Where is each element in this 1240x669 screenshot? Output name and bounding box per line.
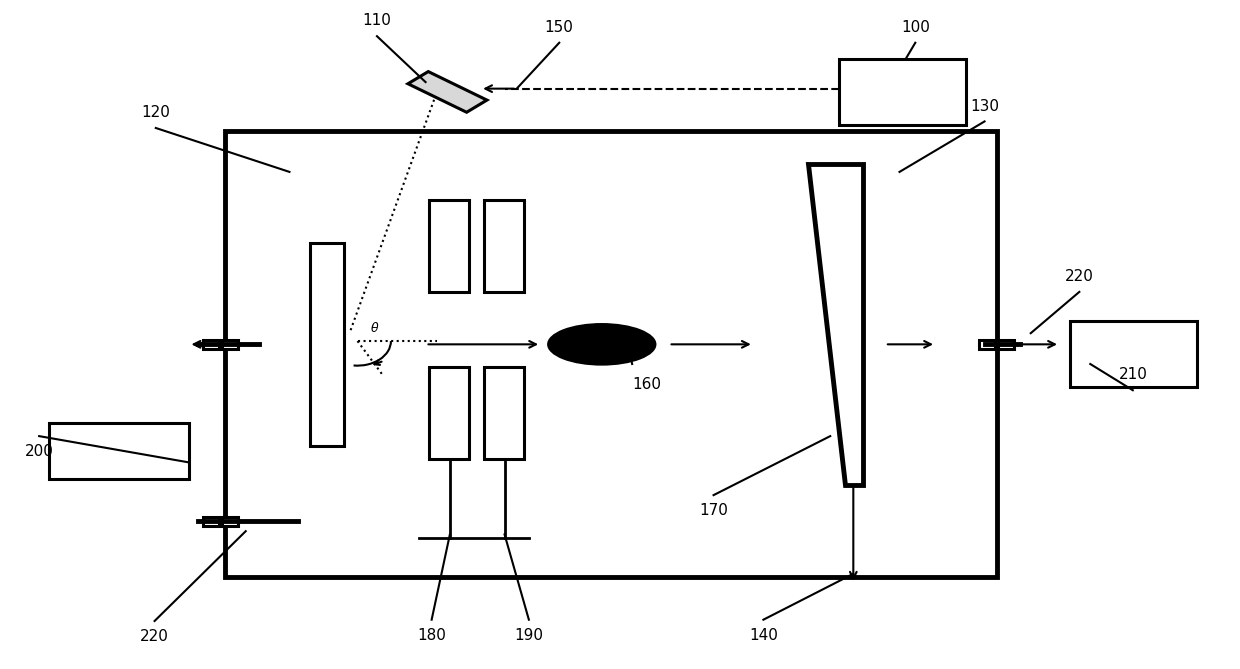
- Text: 180: 180: [417, 628, 446, 642]
- Bar: [484, 367, 525, 459]
- Ellipse shape: [547, 323, 656, 366]
- Bar: [224, 131, 997, 577]
- Bar: [203, 340, 218, 349]
- Bar: [484, 200, 525, 292]
- Text: 210: 210: [1118, 367, 1147, 383]
- Bar: [429, 200, 469, 292]
- Text: 130: 130: [970, 98, 999, 114]
- Text: 110: 110: [362, 13, 392, 28]
- Bar: [998, 340, 1014, 349]
- Text: 140: 140: [749, 628, 777, 642]
- Text: 120: 120: [141, 105, 170, 120]
- Bar: [838, 59, 966, 124]
- Text: 190: 190: [515, 628, 543, 642]
- Text: 200: 200: [25, 444, 53, 459]
- Text: 150: 150: [544, 20, 574, 35]
- Bar: [1070, 321, 1198, 387]
- Bar: [48, 423, 188, 479]
- Bar: [429, 367, 469, 459]
- Bar: [310, 243, 345, 446]
- Text: 100: 100: [900, 20, 930, 35]
- Text: 170: 170: [699, 503, 728, 518]
- Bar: [222, 340, 238, 349]
- Polygon shape: [408, 72, 487, 112]
- Text: 220: 220: [1065, 269, 1094, 284]
- Bar: [980, 340, 996, 349]
- Text: 160: 160: [632, 377, 661, 392]
- Polygon shape: [808, 164, 863, 485]
- Text: $\theta$: $\theta$: [370, 321, 379, 335]
- Text: 220: 220: [140, 629, 169, 644]
- Bar: [203, 517, 218, 526]
- Bar: [222, 517, 238, 526]
